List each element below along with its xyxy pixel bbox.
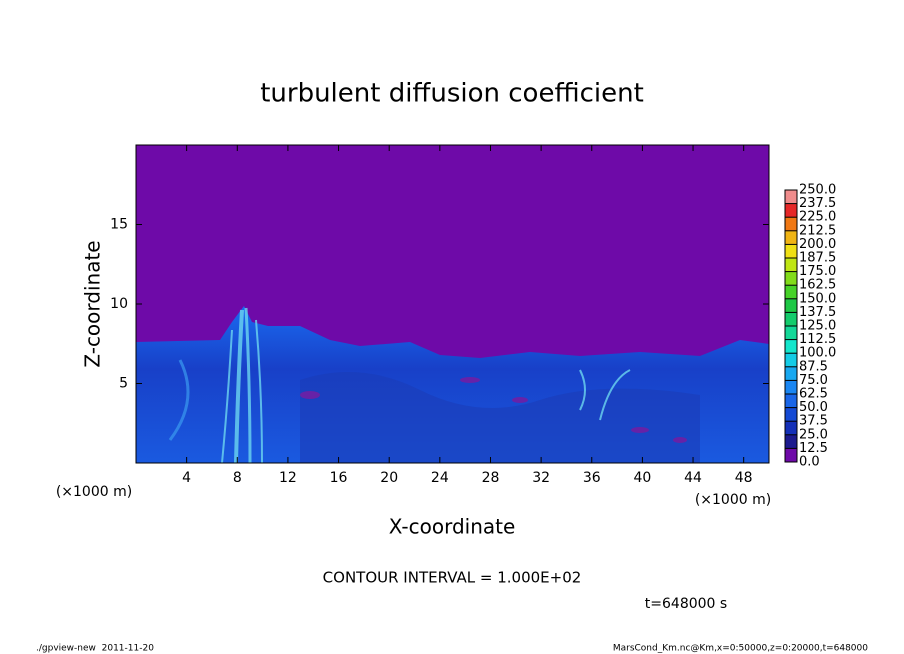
colorbar-tick-label: 150.0 (799, 291, 836, 306)
colorbar-segment (785, 285, 797, 299)
x-tick-label: 16 (330, 470, 348, 486)
colorbar-tick-label: 25.0 (799, 427, 828, 442)
colorbar-segment (785, 217, 797, 231)
colorbar-tick-label: 75.0 (799, 373, 828, 388)
contour-interval: CONTOUR INTERVAL = 1.000E+02 (323, 569, 582, 587)
x-tick-label: 32 (532, 470, 550, 486)
x-tick-label: 4 (182, 470, 191, 486)
colorbar-tick-label: 175.0 (799, 264, 836, 279)
footer: MarsCond_Km.nc@Km,x=0:50000,z=0:20000,t=… (613, 644, 868, 654)
colorbar-segment (785, 434, 797, 449)
colorbar-segment (785, 366, 797, 381)
colorbar-segment (785, 407, 797, 422)
colorbar-segment (785, 326, 797, 340)
x-tick-label: 20 (380, 470, 398, 486)
colorbar-segment (785, 244, 797, 258)
colorbar-tick-label: 62.5 (799, 387, 828, 402)
x-tick-label: 40 (633, 470, 651, 486)
colorbar-tick-label: 200.0 (799, 237, 836, 252)
x-tick-label: 8 (233, 470, 242, 486)
x-unit: (×1000 m) (695, 492, 771, 508)
field (136, 145, 769, 463)
colorbar-tick-label: 137.5 (799, 305, 836, 320)
y-tick-label: 10 (110, 296, 128, 312)
x-unit: (×1000 m) (56, 484, 132, 500)
x-tick-label: 12 (279, 470, 297, 486)
colorbar-segment (785, 339, 797, 354)
colorbar-segment (785, 298, 797, 313)
x-axis-label: X-coordinate (389, 515, 516, 539)
colorbar-segment (785, 448, 797, 462)
colorbar-segment (785, 203, 797, 218)
x-tick-label: 28 (482, 470, 500, 486)
colorbar-segment (785, 258, 797, 272)
colorbar-tick-label: 237.5 (799, 196, 836, 211)
colorbar-segment (785, 190, 797, 204)
colorbar-tick-label: 112.5 (799, 332, 836, 347)
x-tick-label: 24 (431, 470, 449, 486)
time-label: t=648000 s (645, 596, 727, 612)
colorbar-segment (785, 271, 797, 286)
y-tick-label: 5 (119, 376, 128, 392)
colorbar-segment (785, 353, 797, 367)
colorbar-segment (785, 230, 797, 245)
colorbar-segment (785, 421, 797, 435)
x-tick-label: 48 (735, 470, 753, 486)
colorbar-tick-label: 12.5 (799, 441, 828, 456)
colorbar-tick-label: 100.0 (799, 346, 836, 361)
x-tick-label: 36 (583, 470, 601, 486)
x-tick-label: 44 (684, 470, 702, 486)
colorbar-tick-label: 187.5 (799, 251, 836, 266)
colorbar-tick-label: 37.5 (799, 414, 828, 429)
colorbar-segment (785, 312, 797, 326)
colorbar-tick-label: 212.5 (799, 223, 836, 238)
chart-title: turbulent diffusion coefficient (260, 79, 644, 109)
colorbar-segment (785, 394, 797, 408)
colorbar-tick-label: 125.0 (799, 319, 836, 334)
colorbar-tick-label: 225.0 (799, 210, 836, 225)
y-tick-label: 15 (110, 217, 128, 233)
footer: ./gpview-new 2011-11-20 (36, 644, 154, 654)
y-axis-label: Z-coordinate (81, 240, 105, 367)
colorbar-segment (785, 380, 797, 394)
colorbar-tick-label: 87.5 (799, 359, 828, 374)
colorbar-tick-label: 0.0 (799, 455, 820, 470)
colorbar-tick-label: 250.0 (799, 183, 836, 198)
colorbar-tick-label: 50.0 (799, 400, 828, 415)
colorbar-tick-label: 162.5 (799, 278, 836, 293)
